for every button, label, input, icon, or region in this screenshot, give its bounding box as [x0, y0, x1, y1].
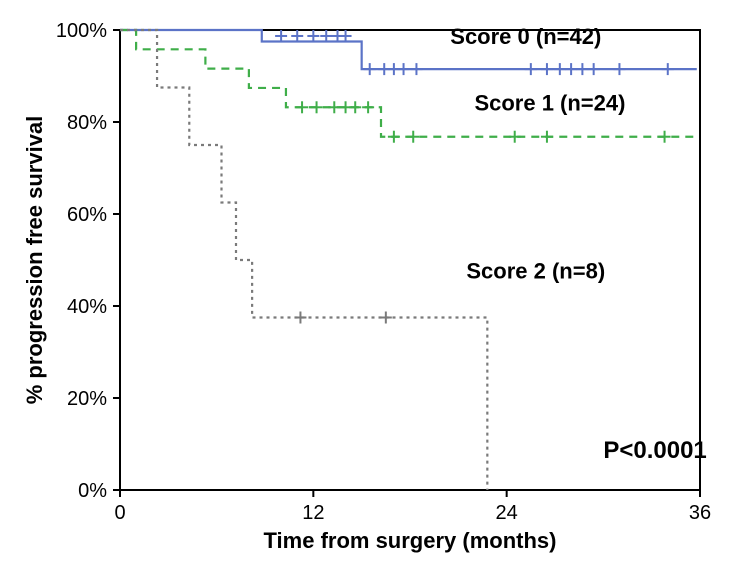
y-tick-label: 20%: [67, 388, 107, 410]
y-tick-label: 40%: [67, 296, 107, 318]
x-tick-label: 24: [496, 502, 518, 524]
x-tick-label: 36: [689, 502, 711, 524]
y-axis-label: % progression free survival: [22, 116, 47, 405]
km-svg: 0% 20% 40% 60% 80% 100% 0 12 24 36 Time from surge…: [0, 0, 733, 582]
p-value-label: P<0.0001: [603, 437, 706, 464]
x-tick-label: 0: [114, 502, 125, 524]
series-score0-label: Score 0 (n=42): [450, 24, 601, 49]
x-tick-label: 12: [302, 502, 324, 524]
x-axis-label: Time from surgery (months): [264, 528, 557, 553]
series-score1-label: Score 1 (n=24): [474, 91, 625, 116]
y-tick-label: 60%: [67, 204, 107, 226]
y-tick-label: 0%: [78, 480, 107, 502]
chart-background: [0, 0, 733, 582]
y-tick-label: 80%: [67, 112, 107, 134]
series-score2-label: Score 2 (n=8): [466, 258, 605, 283]
km-chart: 0% 20% 40% 60% 80% 100% 0 12 24 36 Time from surge…: [0, 0, 733, 582]
y-tick-label: 100%: [56, 20, 107, 42]
